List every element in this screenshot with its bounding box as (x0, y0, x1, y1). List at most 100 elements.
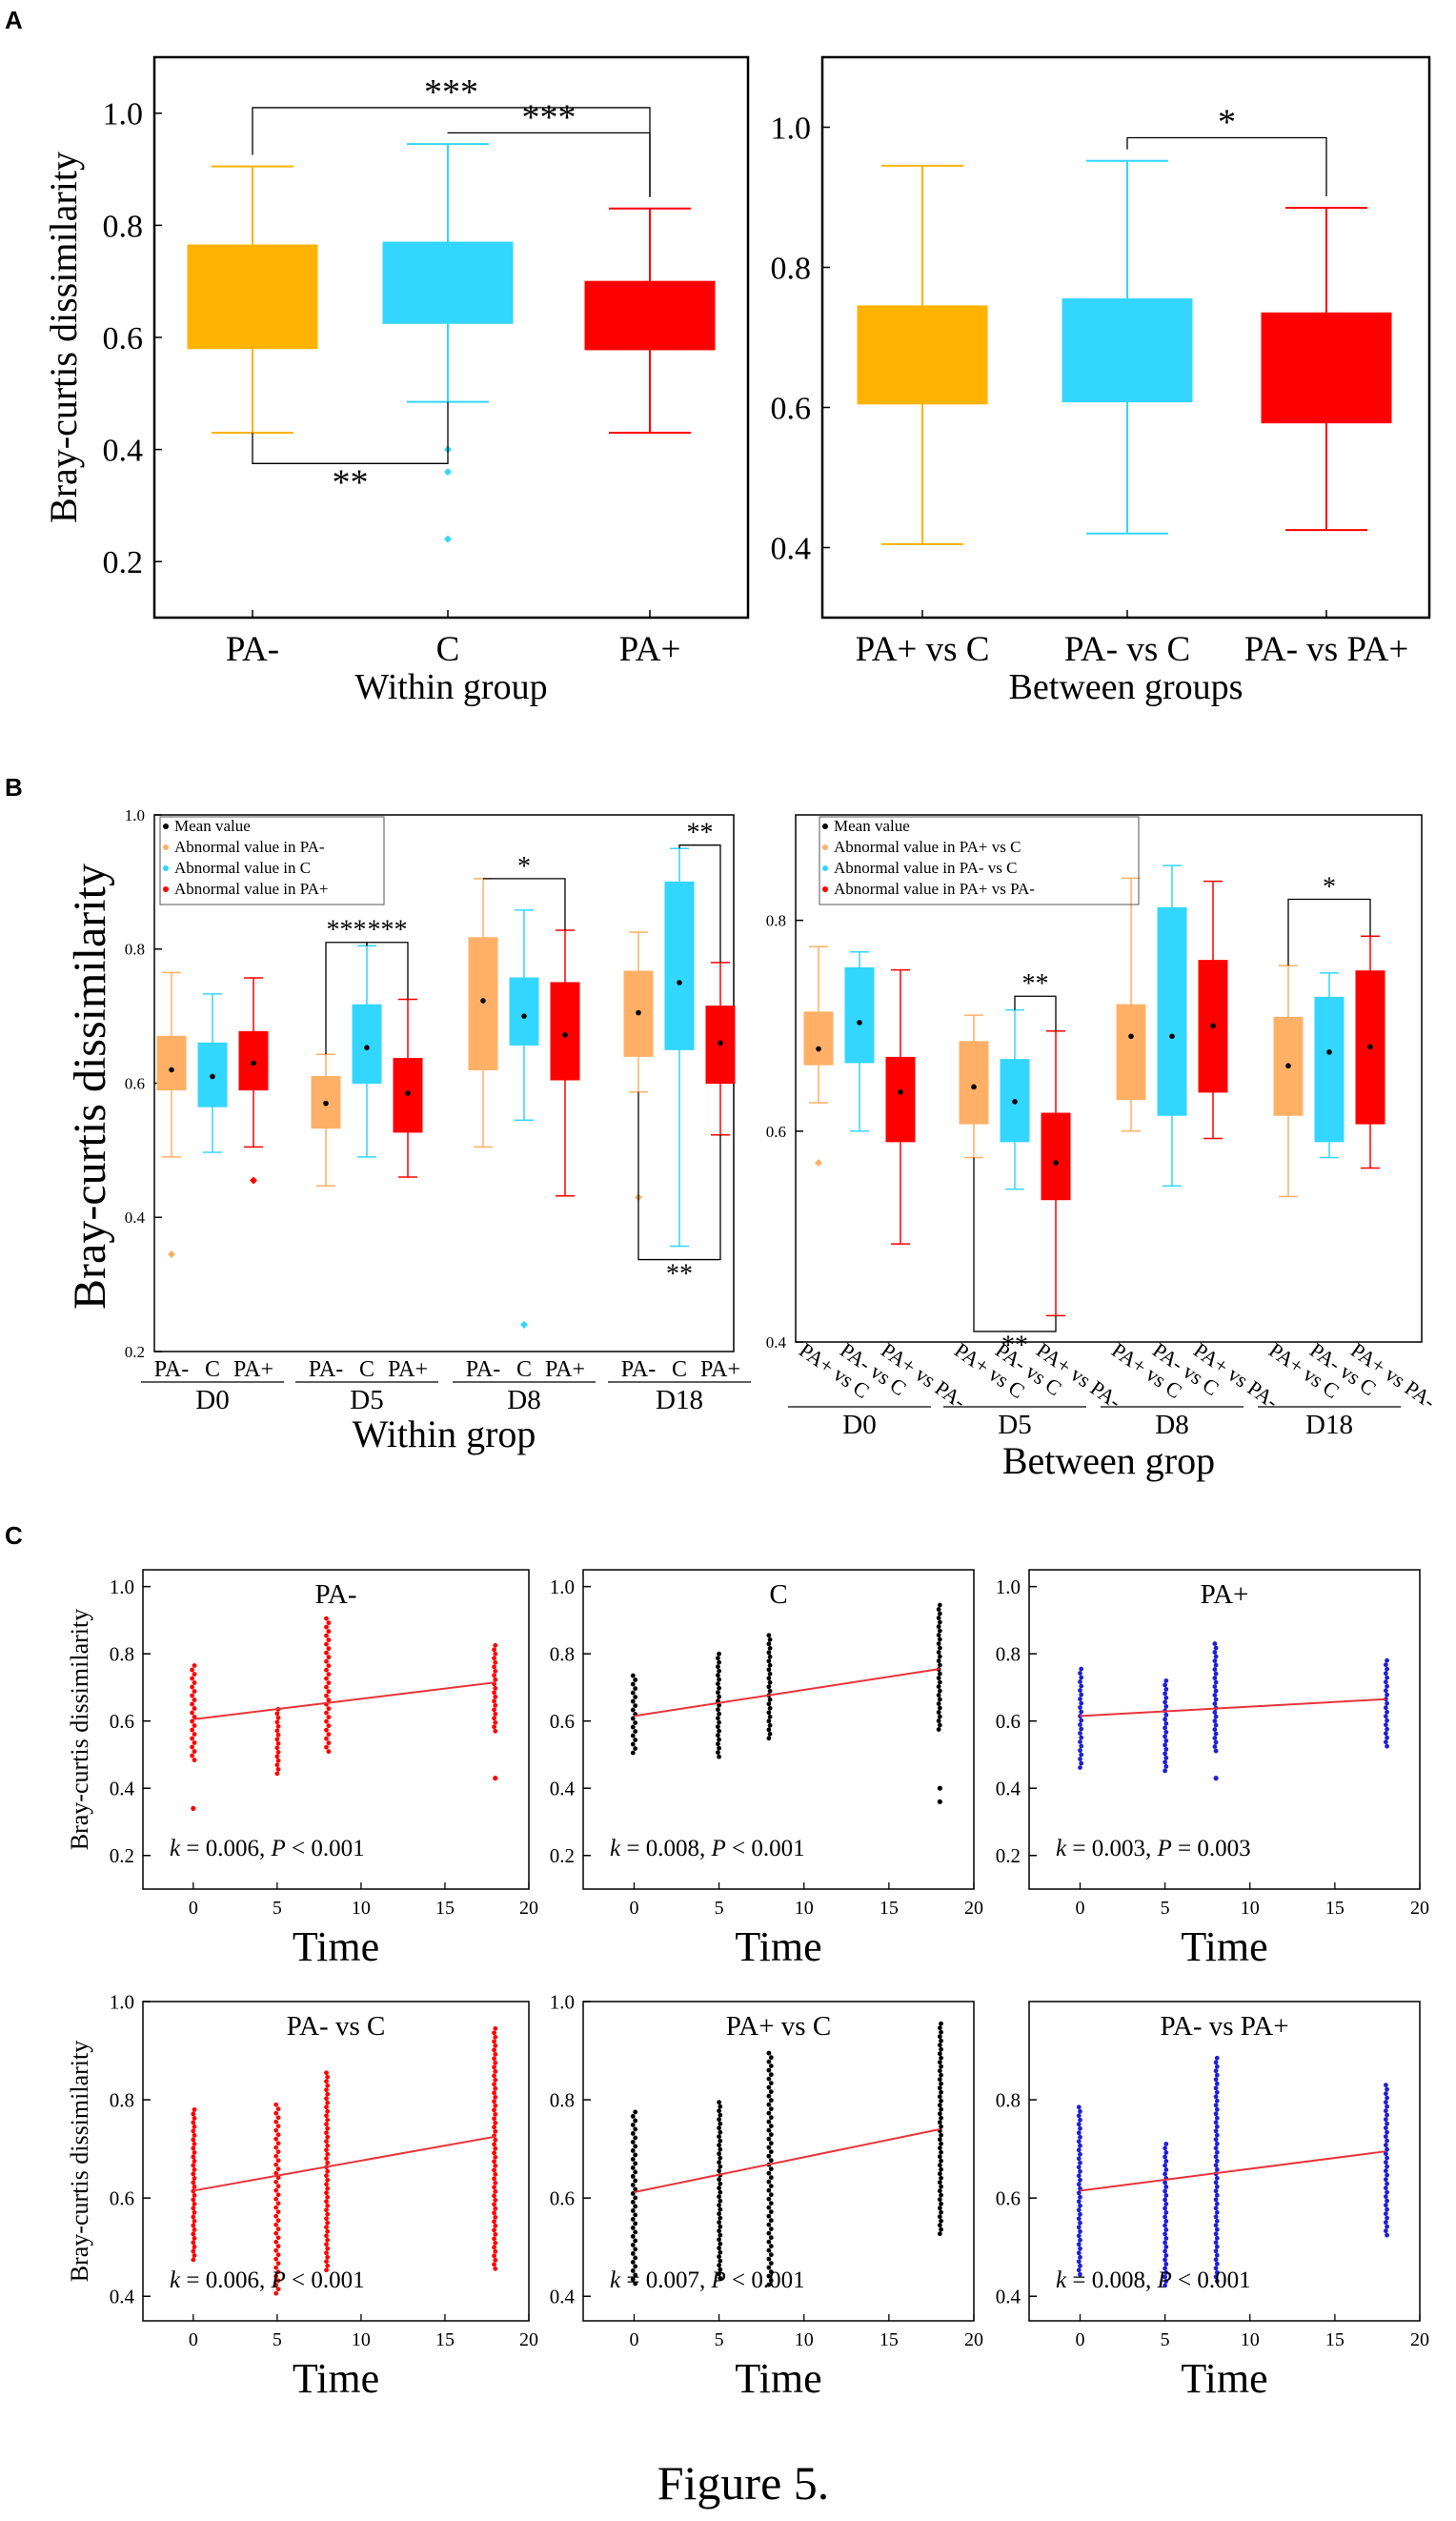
data-point (273, 2196, 279, 2202)
data-point (939, 2124, 943, 2129)
x-axis-title: Time (735, 1923, 821, 1970)
data-point (633, 2126, 638, 2132)
data-point (1213, 2257, 1219, 2263)
data-point (1212, 1710, 1218, 1715)
data-point (1163, 2163, 1168, 2168)
scatter-column (324, 1616, 332, 1755)
x-sub-label: PA- (154, 1357, 189, 1382)
data-point (630, 2140, 636, 2145)
plot-title: C (769, 1579, 787, 1610)
data-point (1383, 1697, 1388, 1702)
data-point (1078, 1714, 1082, 1718)
data-point (937, 1714, 942, 1719)
k-value: = 0.006, (180, 2267, 271, 2293)
x-axis-title: Time (293, 2355, 379, 2402)
data-point (768, 2055, 774, 2061)
data-point (1078, 1705, 1082, 1710)
data-point (939, 2098, 943, 2104)
box-b-3-4-mean (1012, 1099, 1018, 1105)
data-point (1385, 1657, 1389, 1663)
data-point (716, 1656, 720, 1661)
group-label: D5 (998, 1410, 1031, 1440)
data-point (492, 2150, 496, 2156)
legend-entry: Abnormal value in PA+ vs PA- (834, 880, 1035, 898)
plot-frame (582, 2001, 975, 2322)
data-point (1079, 1760, 1084, 1766)
data-point (716, 1741, 720, 1747)
data-point (1213, 2240, 1219, 2246)
data-point (191, 2214, 196, 2220)
data-point (1383, 1722, 1388, 1728)
box-b-3-3-box (959, 1041, 989, 1125)
data-point (936, 1693, 941, 1698)
data-point (1076, 2259, 1082, 2265)
data-point (1213, 2231, 1219, 2237)
data-point (1076, 2267, 1082, 2273)
data-point (768, 2192, 774, 2198)
data-point (192, 2235, 197, 2241)
data-point (273, 2205, 279, 2210)
data-point (273, 2230, 279, 2236)
data-point (717, 2160, 722, 2165)
data-point (273, 2170, 279, 2176)
data-point (1214, 2201, 1220, 2206)
data-point (192, 1689, 197, 1694)
data-point (324, 2130, 329, 2136)
y-tick-label: 0.4 (771, 531, 812, 566)
data-point (1213, 1697, 1219, 1702)
data-point (633, 2264, 638, 2269)
data-point (718, 2232, 723, 2238)
box-b-2-4-box (352, 1004, 382, 1085)
data-point (630, 2243, 636, 2247)
data-point (1213, 1714, 1219, 1719)
y-tick-label: 0.6 (550, 2187, 575, 2210)
box-b-2-6-mean (480, 998, 486, 1004)
data-point (766, 1641, 772, 1647)
data-point (192, 2132, 197, 2138)
data-point (1078, 2125, 1082, 2131)
data-point (275, 2184, 281, 2189)
data-point (1078, 1679, 1082, 1684)
data-point (939, 2046, 943, 2052)
data-point (492, 2116, 496, 2122)
box-b-3-6-mean (1128, 1033, 1134, 1040)
data-point (936, 1727, 941, 1732)
data-point (275, 1766, 281, 1772)
data-point (1078, 2160, 1082, 2165)
data-point (718, 2146, 723, 2152)
data-point (718, 2112, 723, 2118)
x-tick-label: 10 (352, 2329, 371, 2350)
data-point (492, 2227, 496, 2233)
data-point (1214, 2115, 1220, 2121)
p-value: = 0.003 (1172, 1836, 1251, 1861)
data-point (1078, 1748, 1082, 1753)
data-point (937, 1679, 942, 1685)
data-point (1163, 2279, 1169, 2284)
x-tick-label: 5 (1161, 2329, 1170, 2350)
data-point (326, 1740, 332, 1746)
x-tick-label: 15 (1325, 2329, 1345, 2350)
data-point (325, 2211, 331, 2217)
data-point (324, 1710, 329, 1716)
data-point (324, 2104, 329, 2110)
legend-marker (822, 865, 828, 871)
x-axis-title: Between grop (1002, 1439, 1215, 1482)
data-point (1163, 2197, 1168, 2203)
data-point (1383, 1679, 1388, 1685)
scatter-column (190, 1663, 197, 1811)
box-b-3-1-box (844, 966, 875, 1064)
data-point (275, 2278, 281, 2284)
data-point (1212, 1727, 1218, 1732)
sig-bracket-label: *** (327, 916, 367, 945)
group-label: D0 (195, 1385, 229, 1415)
data-point (273, 2265, 279, 2270)
x-sub-label: C (205, 1357, 220, 1382)
data-point (717, 2246, 722, 2251)
box-b-3-10-box (1314, 996, 1345, 1143)
data-point (1213, 2111, 1219, 2117)
sig-bracket-label: ** (666, 1259, 693, 1289)
data-point (630, 2114, 636, 2119)
data-point (1214, 2141, 1220, 2146)
k-value: = 0.008, (620, 1836, 711, 1861)
